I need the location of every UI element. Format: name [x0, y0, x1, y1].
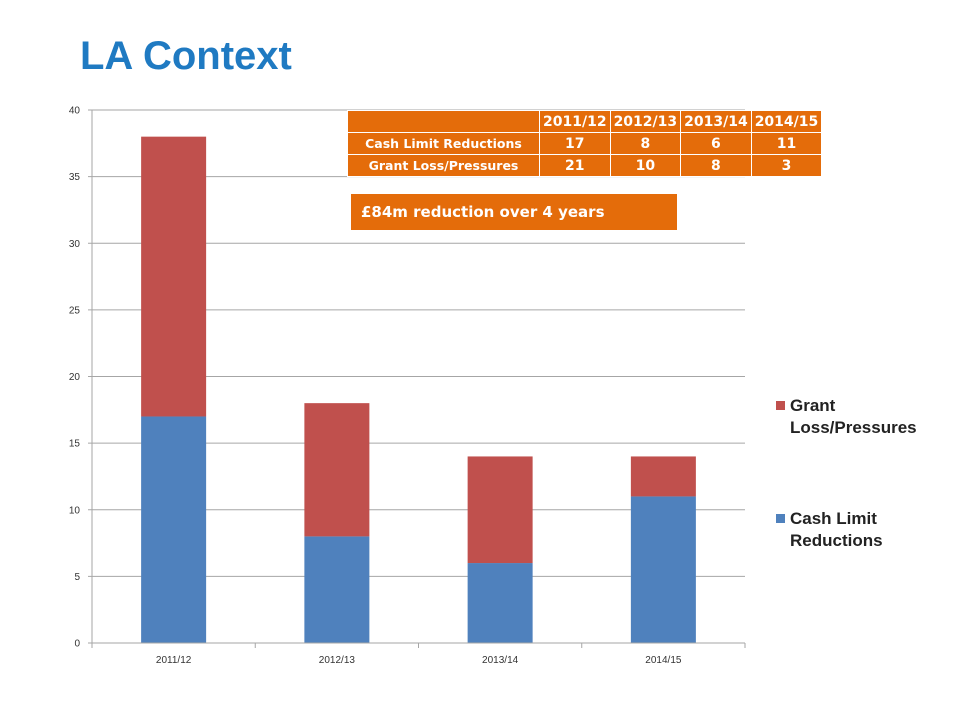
table-cell: 11	[750, 132, 823, 155]
legend-label: Grant	[790, 396, 836, 415]
data-table: 2011/12 2012/13 2013/14 2014/15 Cash Lim…	[347, 110, 823, 177]
y-tick-label: 25	[69, 305, 81, 316]
x-tick-label: 2014/15	[645, 655, 682, 666]
table-cell: 21	[539, 154, 611, 177]
table-cell: 8	[609, 132, 682, 155]
table-row-label: Grant Loss/Pressures	[347, 154, 540, 177]
table-cell: 3	[750, 154, 823, 177]
table-row: Cash Limit Reductions 17 8 6 11	[347, 132, 823, 155]
y-tick-label: 0	[74, 639, 80, 650]
table-header-cell: 2014/15	[750, 110, 823, 133]
table-header-cell: 2012/13	[609, 110, 682, 133]
y-tick-label: 30	[69, 239, 81, 250]
bar-segment	[467, 563, 533, 643]
x-tick-label: 2011/12	[156, 655, 192, 666]
y-tick-label: 20	[69, 372, 81, 383]
table-cell: 10	[609, 154, 682, 177]
legend-label: Loss/Pressures	[790, 418, 917, 437]
x-tick-labels: 2011/12 2012/13 2013/14 2014/15	[156, 655, 682, 666]
table-header-cell: 2013/14	[680, 110, 752, 133]
bar-segment	[304, 403, 370, 537]
slide-title: LA Context	[80, 34, 292, 78]
table-header-cell: 2011/12	[539, 110, 611, 133]
y-tick-label: 35	[69, 172, 81, 183]
x-tick-label: 2013/14	[482, 655, 519, 666]
legend-swatch	[776, 401, 785, 410]
bar-segment	[141, 416, 207, 643]
y-tick-label: 40	[69, 106, 81, 117]
table-header-row: 2011/12 2012/13 2013/14 2014/15	[347, 110, 823, 133]
bars	[141, 136, 696, 643]
table-row-label: Cash Limit Reductions	[347, 132, 540, 155]
table-cell: 17	[539, 132, 611, 155]
bar-segment	[467, 456, 533, 564]
y-tick-label: 15	[69, 439, 81, 450]
table-cell: 8	[680, 154, 752, 177]
legend-label: Reductions	[790, 531, 883, 550]
legend-swatch	[776, 514, 785, 523]
table-header-cell	[347, 110, 540, 133]
y-tick-labels: 0 5 10 15 20 25 30 35 40	[69, 106, 81, 650]
bar-segment	[141, 136, 207, 417]
legend-label: Cash Limit	[790, 509, 877, 528]
y-tick-label: 5	[74, 572, 80, 583]
table-row: Grant Loss/Pressures 21 10 8 3	[347, 154, 823, 177]
reduction-callout: £84m reduction over 4 years	[351, 194, 677, 230]
bar-segment	[630, 496, 696, 643]
bar-segment	[304, 536, 370, 643]
bar-segment	[630, 456, 696, 497]
x-tick-label: 2012/13	[319, 655, 356, 666]
legend: Grant Loss/Pressures Cash Limit Reductions	[776, 396, 917, 550]
y-tick-label: 10	[69, 505, 81, 516]
table-cell: 6	[680, 132, 752, 155]
axes	[88, 109, 746, 648]
